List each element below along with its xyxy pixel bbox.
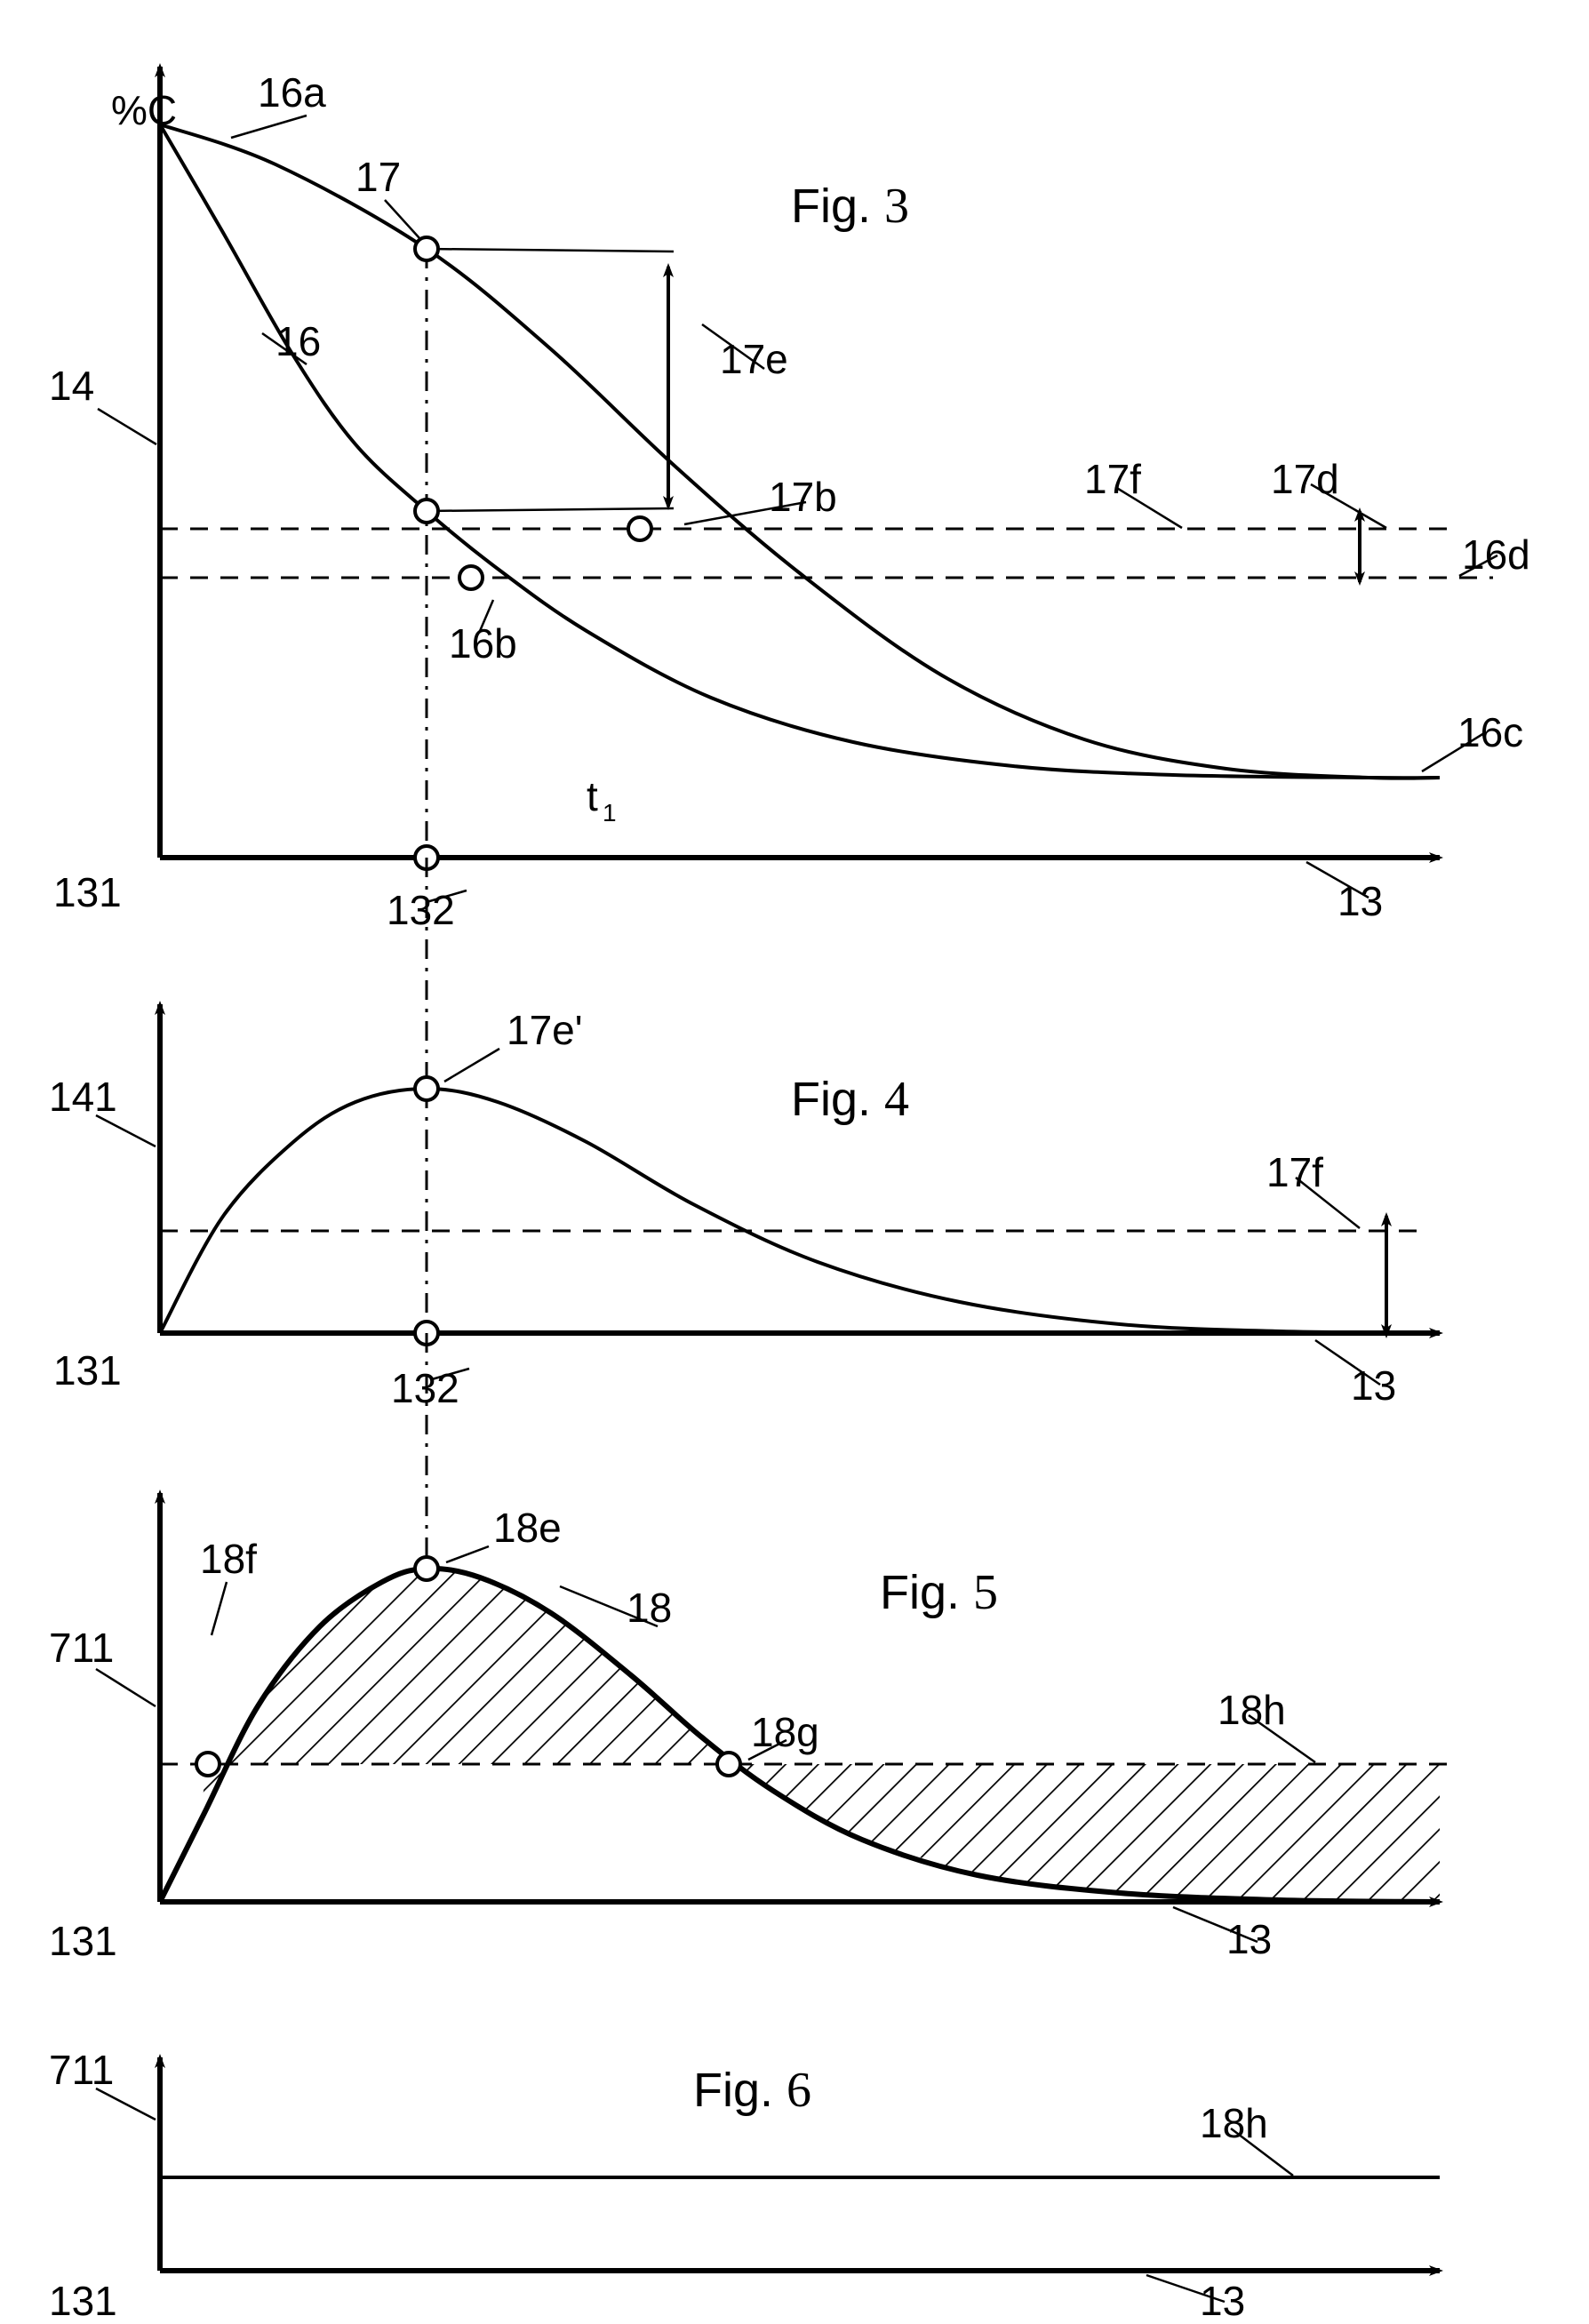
svg-text:1: 1 [603, 799, 617, 827]
ref-label: 141 [49, 1074, 117, 1120]
t1-label: t [587, 773, 598, 819]
ref-label: 17f [1266, 1149, 1323, 1195]
ref-label: 16d [1462, 531, 1530, 578]
ref-label: 131 [53, 869, 122, 915]
ref-label: 711 [49, 2047, 114, 2093]
ref-label: 18f [200, 1536, 257, 1582]
ref-label: 131 [49, 1918, 117, 1964]
ref-label: 16c [1457, 709, 1523, 755]
ref-label: 18h [1218, 1687, 1286, 1733]
ref-label: 132 [387, 887, 455, 933]
ref-label: 16a [258, 69, 326, 116]
ref-label: 17f [1084, 456, 1141, 502]
ref-label: 17b [769, 474, 837, 520]
ref-label: 14 [49, 363, 94, 409]
ref-label: 132 [391, 1365, 459, 1411]
ref-label: 18h [1200, 2100, 1268, 2146]
ref-label: 16b [449, 620, 517, 667]
ref-label: 18g [751, 1709, 819, 1755]
figure-title: Fig. 5 [880, 1565, 998, 1620]
ref-label: 17 [355, 154, 401, 200]
ref-label: 17e' [507, 1007, 583, 1053]
ref-label: 17e [720, 336, 788, 382]
figure-title: Fig. 6 [693, 2063, 811, 2118]
ref-label: 711 [49, 1625, 114, 1671]
ref-label: 131 [49, 2278, 117, 2324]
ref-label: 18e [493, 1505, 562, 1551]
hatched-region-b [729, 1764, 1440, 1902]
figure-title: Fig. 4 [791, 1072, 909, 1127]
figure-title: Fig. 3 [791, 179, 909, 234]
ref-label: 131 [53, 1347, 122, 1394]
